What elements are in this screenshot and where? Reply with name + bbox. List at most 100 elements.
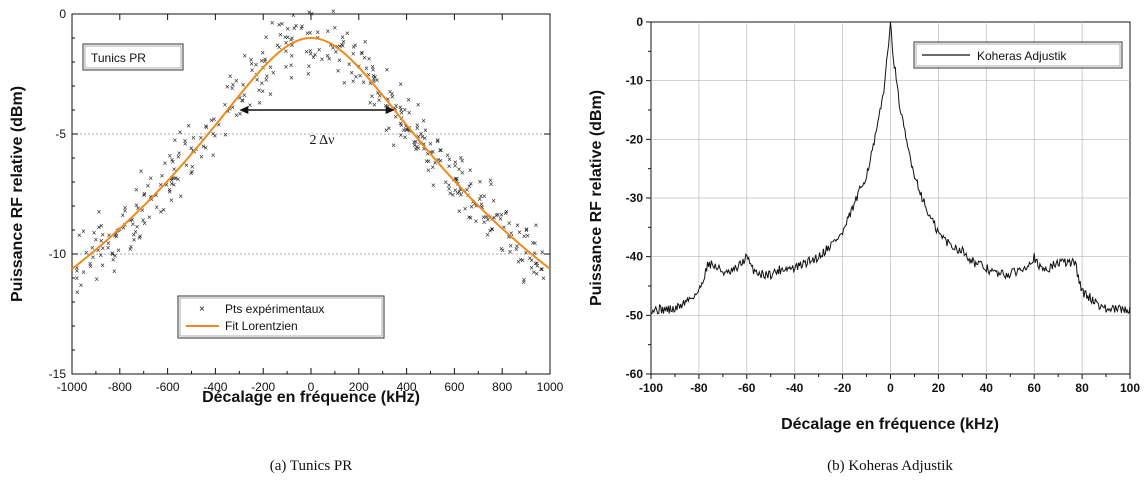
chart-a-data-point: × (457, 165, 462, 174)
chart-a-data-point: × (479, 192, 484, 201)
chart-a-data-point: × (139, 167, 144, 176)
chart-a-data-point: × (377, 92, 382, 101)
chart-a-data-point: × (529, 256, 534, 265)
chart-a-data-point: × (524, 226, 529, 235)
chart-a-data-point: × (260, 79, 265, 88)
chart-a-data-point: × (351, 77, 356, 86)
chart-a-data-point: × (230, 84, 235, 93)
chart-b-y-tick-label: -20 (626, 132, 644, 146)
chart-a-data-point: × (161, 206, 166, 215)
chart-a-data-point: × (203, 143, 208, 152)
chart-a-data-point: × (290, 34, 295, 43)
chart-b-x-axis-label: Décalage en fréquence (kHz) (781, 416, 999, 433)
chart-a-data-point: × (277, 20, 282, 29)
chart-a-data-point: × (485, 230, 490, 239)
chart-a-data-point: × (481, 213, 486, 222)
chart-a-data-point: × (264, 33, 269, 42)
chart-a-data-point: × (264, 76, 269, 85)
chart-a-data-point: × (264, 72, 269, 81)
chart-a-data-point: × (213, 132, 218, 141)
chart-a-data-point: × (173, 136, 178, 145)
chart-a-data-point: × (249, 56, 254, 65)
chart-a-data-point: × (488, 176, 493, 185)
chart-a-data-point: × (290, 41, 295, 50)
chart-a-data-point: × (447, 185, 452, 194)
chart-a-data-point: × (371, 77, 376, 86)
chart-a-data-point: × (242, 91, 247, 100)
chart-a-data-point: × (178, 128, 183, 137)
chart-a-data-point: × (385, 102, 390, 111)
chart-a-data-point: × (430, 163, 435, 172)
chart-a-data-point: × (291, 11, 296, 20)
chart-a-data-point: × (164, 181, 169, 190)
chart-a-data-point: × (327, 55, 332, 64)
chart-a-data-point: × (305, 29, 310, 38)
chart-a-data-point: × (489, 180, 494, 189)
chart-a-data-point: × (390, 90, 395, 99)
chart-a-data-point: × (467, 182, 472, 191)
chart-a-data-point: × (454, 177, 459, 186)
chart-a-data-point: × (482, 192, 487, 201)
chart-a-data-point: × (420, 133, 425, 142)
chart-a-data-point: × (387, 124, 392, 133)
chart-a-data-point: × (169, 180, 174, 189)
chart-a-data-point: × (447, 181, 452, 190)
chart-a-data-point: × (136, 204, 141, 213)
chart-a-data-point: × (404, 126, 409, 135)
chart-a-data-point: × (249, 59, 254, 68)
chart-a-data-point: × (283, 33, 288, 42)
chart-a-data-point: × (284, 38, 289, 47)
chart-a-data-point: × (190, 162, 195, 171)
chart-a-data-point: × (268, 90, 273, 99)
chart-b-y-ticks: 0 -10 -20 -30 -40 -50 -60 (626, 15, 651, 381)
chart-a-data-point: × (494, 211, 499, 220)
chart-a-data-point: × (140, 206, 145, 215)
chart-a-data-point: × (142, 191, 147, 200)
chart-a-data-point: × (199, 153, 204, 162)
chart-a-data-point: × (468, 180, 473, 189)
chart-b-x-tick-label: 0 (887, 381, 894, 395)
chart-a-data-point: × (412, 141, 417, 150)
chart-a-data-point: × (435, 136, 440, 145)
chart-a-data-point: × (317, 46, 322, 55)
chart-a-data-point: × (113, 252, 118, 261)
chart-a-x-tick-label: -1000 (57, 380, 88, 394)
chart-a-data-point: × (347, 60, 352, 69)
chart-a-data-point: × (361, 78, 366, 87)
chart-a-data-point: × (309, 10, 314, 19)
chart-a-data-point: × (198, 134, 203, 143)
chart-a-data-point: × (142, 189, 147, 198)
chart-a-data-point: × (284, 62, 289, 71)
chart-a-data-point: × (132, 235, 137, 244)
chart-a-points: ××××××××××××××××××××××××××××××××××××××××… (74, 7, 546, 297)
chart-a-data-point: × (386, 95, 391, 104)
chart-a-data-point: × (116, 246, 121, 255)
chart-a-data-point: × (191, 134, 196, 143)
chart-a-data-point: × (130, 220, 135, 229)
chart-b-x-ticks: -100 -80 -60 -40 -20 0 20 40 60 80 100 (639, 374, 1140, 395)
chart-a-data-point: × (438, 156, 443, 165)
chart-a-data-point: × (391, 141, 396, 150)
chart-a-data-point: × (528, 254, 533, 263)
chart-a-data-point: × (518, 255, 523, 264)
chart-a-data-point: × (509, 229, 514, 238)
chart-a-data-point: × (426, 166, 431, 175)
chart-a-data-point: × (503, 209, 508, 218)
chart-a-data-point: × (260, 48, 265, 57)
chart-a-data-point: × (170, 156, 175, 165)
chart-a-data-point: × (401, 126, 406, 135)
chart-a-data-point: × (453, 162, 458, 171)
chart-a-x-tick-label: 1000 (537, 380, 564, 394)
chart-a-data-point: × (106, 244, 111, 253)
chart-a-data-point: × (458, 185, 463, 194)
chart-a-x-tick-label: -400 (203, 380, 227, 394)
chart-a-data-point: × (423, 126, 428, 135)
chart-a-data-point: × (163, 159, 168, 168)
chart-a-data-point: × (225, 82, 230, 91)
chart-a-data-point: × (404, 122, 409, 131)
chart-a-data-point: × (524, 249, 529, 258)
chart-a-data-point: × (375, 89, 380, 98)
chart-a-data-point: × (106, 239, 111, 248)
chart-a-data-point: × (289, 61, 294, 70)
chart-a-data-point: × (320, 55, 325, 64)
